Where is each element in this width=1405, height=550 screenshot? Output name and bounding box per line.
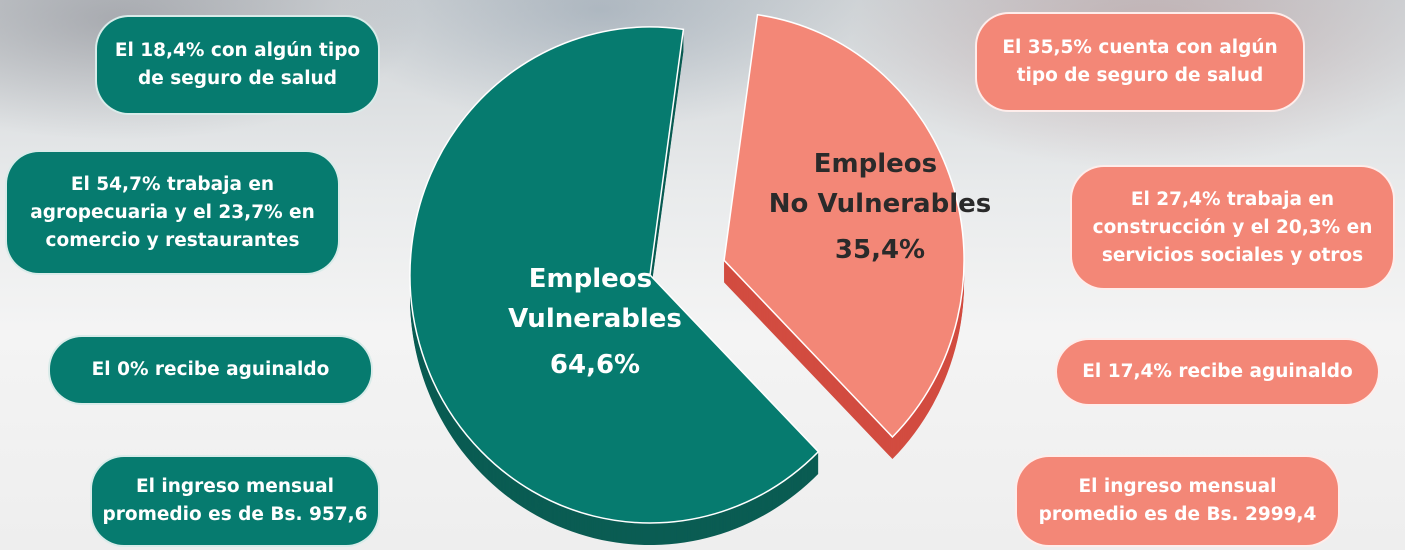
label-line: Vulnerables xyxy=(508,304,682,334)
annotation-line: promedio es de Bs. 957,6 xyxy=(102,504,368,525)
annotation-box: El 17,4% recibe aguinaldo xyxy=(1055,338,1380,406)
annotation-line: El 17,4% recibe aguinaldo xyxy=(1082,361,1353,382)
annotation-line: comercio y restaurantes xyxy=(45,229,300,251)
annotation-box: El ingreso mensual promedio es de Bs. 299… xyxy=(1015,455,1340,547)
annotation-line: El ingreso mensual xyxy=(1078,476,1277,497)
annotation-line: El 54,7% trabaja en xyxy=(70,173,275,195)
annotation-line: El 27,4% trabaja en xyxy=(1130,188,1335,210)
annotation-line: construcción y el 20,3% en xyxy=(1092,216,1373,238)
label-line: Empleos xyxy=(814,149,946,179)
annotation-line: promedio es de Bs. 2999,4 xyxy=(1038,504,1317,525)
annotation-line: agropecuaria y el 23,7% en xyxy=(30,201,315,223)
slice-category: Empleos Vulnerables xyxy=(508,264,682,334)
slice-value-label: 64,6% xyxy=(550,350,640,380)
slice xyxy=(723,13,965,439)
label-line: Empleos xyxy=(529,264,661,294)
annotation-box: El 0% recibe aguinaldo xyxy=(48,335,373,405)
annotation-box: El 18,4% con algún tipo de seguro de salu… xyxy=(95,15,380,115)
slice-value-label: 35,4% xyxy=(835,235,925,265)
annotation-line: servicios sociales y otros xyxy=(1101,244,1364,266)
slice-category: Empleos No Vulnerables xyxy=(769,149,991,219)
annotation-box: El 35,5% cuenta con algún tipo de seguro … xyxy=(975,12,1305,112)
slice xyxy=(409,26,820,524)
annotation-line: El ingreso mensual xyxy=(135,476,334,497)
annotation-line: de seguro de salud xyxy=(138,68,337,89)
annotation-box: El ingreso mensual promedio es de Bs. 957… xyxy=(90,455,380,547)
annotation-line: El 0% recibe aguinaldo xyxy=(91,359,330,380)
annotation-box: El 27,4% trabaja en construcción y el 20,… xyxy=(1070,165,1395,290)
annotation-line: El 18,4% con algún tipo xyxy=(114,40,361,61)
annotation-line: El 35,5% cuenta con algún xyxy=(1002,37,1278,58)
label-line: No Vulnerables xyxy=(769,189,991,219)
annotation-box: El 54,7% trabaja en agropecuaria y el 23,… xyxy=(5,150,340,275)
annotation-line: tipo de seguro de salud xyxy=(1016,65,1264,86)
